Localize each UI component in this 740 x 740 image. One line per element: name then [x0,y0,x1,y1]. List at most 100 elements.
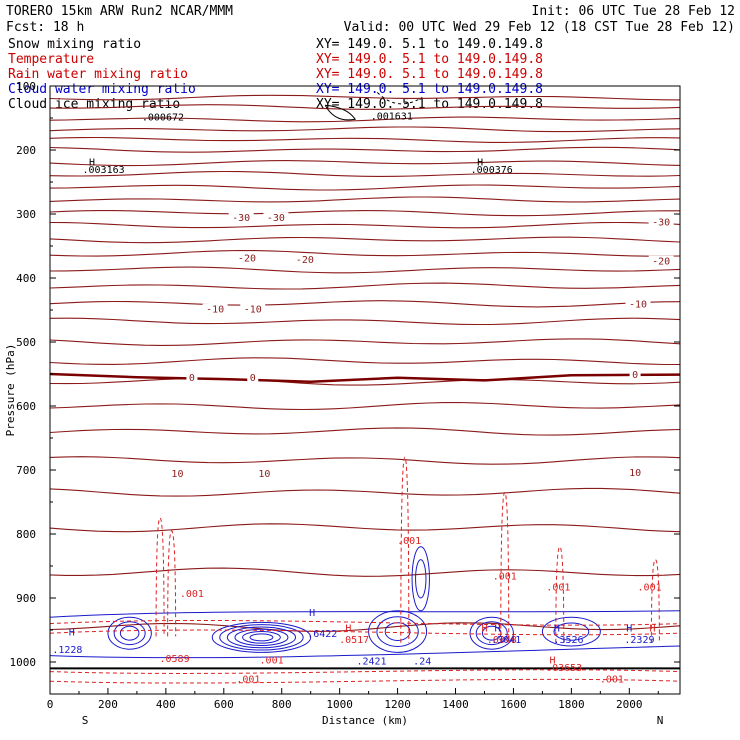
rain-value-label: .001 [546,582,570,593]
label-background [202,303,228,315]
max-marker: H [550,655,556,666]
max-marker: H [495,623,501,634]
rain-value-label: .001 [493,572,517,583]
rain-value-label: .0348 [487,635,517,646]
temperature-contour [49,196,681,203]
temperature-label: -30 [232,213,250,224]
y-tick-label: 800 [16,528,36,541]
plot-area: -30 -30 -30 -20 -20 -20 -10 -10 -10 0 0 0 10 10 10 .000… [49,92,681,686]
label-background [648,216,674,228]
rain-contour [650,559,660,643]
cloud-water-contour [49,645,681,659]
cloud-water-contour [219,624,304,651]
y-tick-label: 100 [16,80,36,93]
x-tick-label: 1400 [442,698,469,711]
rain-value-label: .001 [600,675,624,686]
x-tick-label: 600 [214,698,234,711]
cloud-water-contour [376,616,419,647]
legend-xy: XY= 149.0. 5.1 to 149.0.149.8 [316,52,543,67]
rain-value-label: .03653 [546,663,582,674]
temperature-contour [49,160,681,167]
temperature-label: -20 [652,257,670,268]
temperature-label: 10 [171,469,183,480]
legend-xy: XY= 149.0. 5.1 to 149.0.149.8 [316,67,543,82]
cloud-water-contour [475,621,508,646]
rain-contours [49,456,681,684]
temperature-contour [49,300,681,308]
y-tick-label: 200 [16,144,36,157]
rain-value-label: .001 [260,655,284,666]
legend-item: Temperature [8,52,94,67]
x-tick-label: 0 [47,698,54,711]
snow-value-label: .000376 [471,165,513,176]
legend-item: Rain water mixing ratio [8,67,188,82]
legend: Snow mixing ratio XY= 149.0. 5.1 to 149.0… [8,37,543,112]
cloud-water-value-label: .2329 [624,635,654,646]
cloud-water-value-label: .24 [413,657,431,668]
max-marker: H [69,627,75,638]
temperature-contour [49,456,681,465]
max-marker: H [554,623,560,634]
x-tick-label: 200 [98,698,118,711]
cloud-water-contour [411,546,430,612]
cloud-water-contour [234,628,289,646]
temperature-label: 10 [258,469,270,480]
snow-contours [324,92,423,121]
x-tick-label: 1000 [326,698,353,711]
max-marker: H [309,608,315,619]
temperature-contour [49,622,681,632]
label-background [168,468,187,480]
cloud-water-contour [384,622,411,641]
temperature-contours [49,94,681,670]
legend-item: Snow mixing ratio [8,37,141,52]
x-tick-label: 2000 [616,698,643,711]
temperature-contour [49,136,681,143]
temperature-label: -30 [267,213,285,224]
cloud-water-contour [415,559,427,599]
temperature-contour [49,357,680,366]
cloud-water-contour [113,621,146,646]
temperature-label: 10 [629,468,641,479]
temperature-contour [49,104,681,110]
x-tick-label: 800 [272,698,292,711]
y-tick-label: 400 [16,272,36,285]
temperature-label: -10 [244,305,262,316]
snow-value-label: .001631 [371,111,413,122]
init-time: Init: 06 UTC Tue 28 Feb 12 [532,4,736,19]
cloud-water-contour [107,616,152,650]
legend-item: Cloud water mixing ratio [8,82,196,97]
y-tick-label: 500 [16,336,36,349]
cloud-water-contour [249,633,274,642]
label-background [625,298,651,310]
rain-contour [49,669,681,674]
label-background [240,303,266,315]
max-marker: H [477,158,483,169]
rain-value-label: .001 [180,589,204,600]
rain-contour [49,619,681,626]
y-tick-label: 600 [16,400,36,413]
max-marker: H [649,623,655,634]
label-background [648,255,674,267]
temperature-contour [49,221,681,229]
cloud-water-contour [541,616,601,647]
label-background [247,372,259,384]
x-tick-label: 400 [156,698,176,711]
label-background [292,253,318,265]
temperature-contour [49,377,681,386]
rain-value-label: .001 [236,675,260,686]
temperature-contour [49,236,681,244]
label-background [186,372,198,384]
y-tick-label: 700 [16,464,36,477]
temperature-label: -30 [652,218,670,229]
snow-contour [324,104,357,121]
max-marker: H [481,623,487,634]
x-axis-title: Distance (km) [322,714,408,727]
temperature-contour [49,249,681,257]
x-axis: 0 200 400 600 800 1000 1200 1400 1600 1800 2000 [47,688,659,711]
label-background [228,212,254,224]
rain-contour [400,456,410,643]
temperature-label: 0 [250,373,256,384]
temperature-contour [49,266,681,274]
snow-value-label: .003163 [83,165,125,176]
